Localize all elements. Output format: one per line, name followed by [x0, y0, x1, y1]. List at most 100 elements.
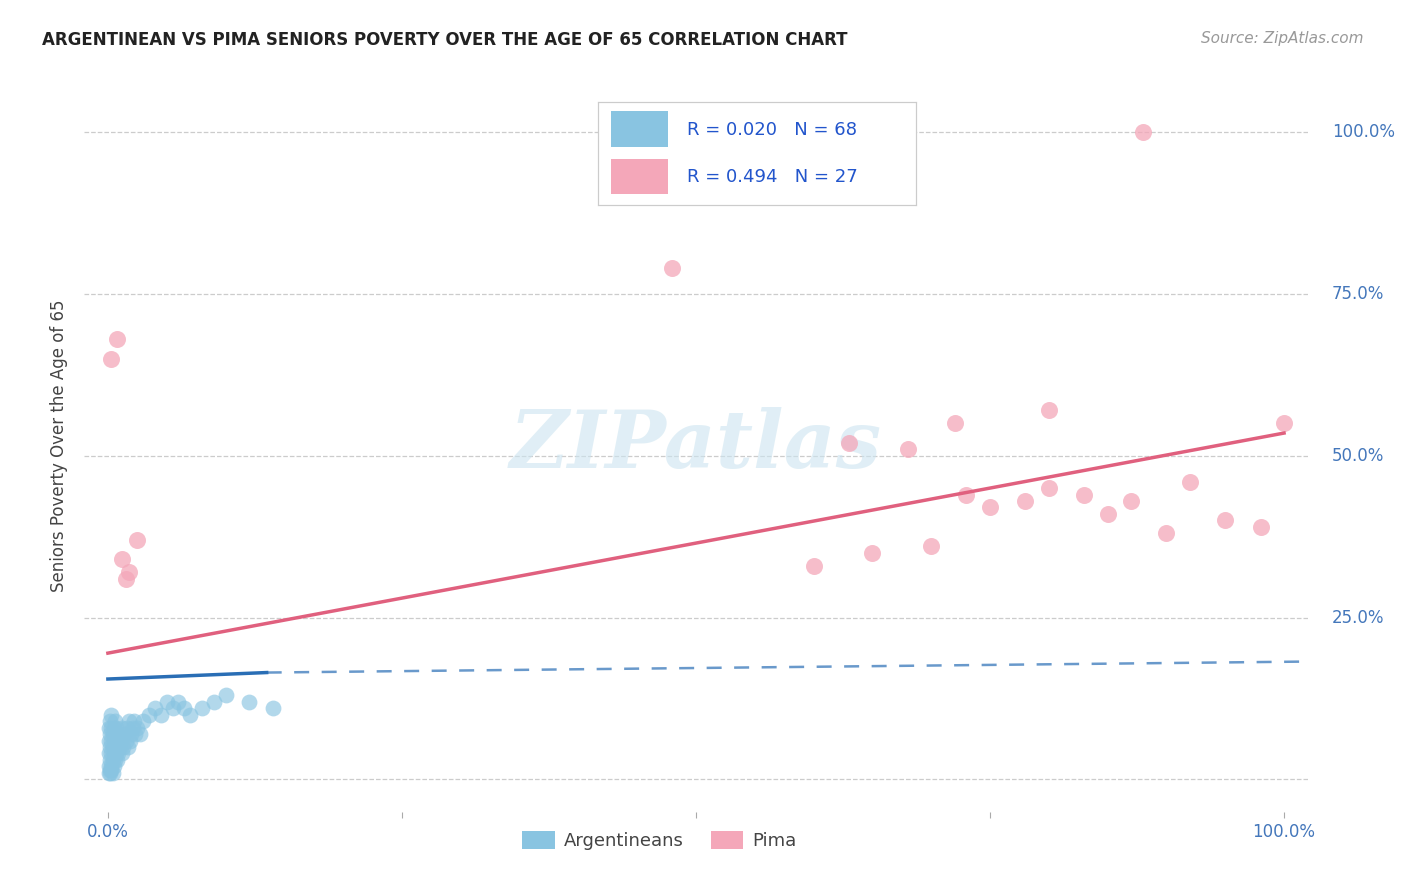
- Point: [100, 707, 122, 722]
- Point: [979, 500, 1001, 515]
- Point: [162, 701, 184, 715]
- Point: [112, 739, 135, 754]
- Point: [1073, 487, 1095, 501]
- Point: [114, 733, 136, 747]
- Point: [98, 739, 121, 754]
- Text: ARGENTINEAN VS PIMA SENIORS POVERTY OVER THE AGE OF 65 CORRELATION CHART: ARGENTINEAN VS PIMA SENIORS POVERTY OVER…: [42, 31, 848, 49]
- Text: Source: ZipAtlas.com: Source: ZipAtlas.com: [1201, 31, 1364, 46]
- Text: ZIPatlas: ZIPatlas: [510, 408, 882, 484]
- Point: [105, 721, 128, 735]
- Point: [661, 260, 683, 275]
- Point: [1097, 507, 1119, 521]
- Point: [115, 721, 138, 735]
- Point: [100, 747, 122, 761]
- Point: [105, 733, 128, 747]
- Point: [120, 727, 142, 741]
- Point: [100, 351, 122, 366]
- Point: [111, 721, 134, 735]
- Point: [191, 701, 214, 715]
- Point: [121, 721, 143, 735]
- Point: [214, 688, 236, 702]
- Point: [1178, 475, 1201, 489]
- Point: [1014, 494, 1036, 508]
- Point: [897, 442, 920, 457]
- Point: [104, 753, 127, 767]
- Point: [1038, 403, 1060, 417]
- Point: [167, 695, 190, 709]
- Point: [104, 714, 127, 728]
- Point: [103, 721, 125, 735]
- Point: [1121, 494, 1143, 508]
- Point: [179, 707, 201, 722]
- Point: [124, 727, 146, 741]
- Point: [101, 727, 124, 741]
- Point: [107, 733, 129, 747]
- Point: [101, 765, 124, 780]
- Text: 50.0%: 50.0%: [1331, 447, 1385, 465]
- Point: [100, 763, 122, 777]
- Point: [955, 487, 977, 501]
- Legend: Argentineans, Pima: Argentineans, Pima: [515, 823, 804, 857]
- Point: [1250, 520, 1272, 534]
- Text: 75.0%: 75.0%: [1331, 285, 1385, 303]
- Point: [138, 707, 160, 722]
- Point: [98, 763, 121, 777]
- Point: [98, 759, 121, 773]
- Point: [117, 739, 139, 754]
- Point: [98, 714, 121, 728]
- Point: [105, 747, 128, 761]
- Point: [98, 765, 121, 780]
- Point: [1272, 417, 1295, 431]
- Point: [104, 739, 127, 754]
- Point: [127, 533, 149, 547]
- Point: [120, 733, 142, 747]
- Point: [101, 739, 124, 754]
- Point: [860, 546, 883, 560]
- Point: [108, 727, 131, 741]
- Point: [98, 765, 121, 780]
- Point: [114, 572, 136, 586]
- Point: [149, 707, 172, 722]
- Point: [110, 733, 132, 747]
- Point: [111, 552, 134, 566]
- Point: [202, 695, 225, 709]
- Point: [107, 747, 129, 761]
- Point: [100, 733, 122, 747]
- Point: [98, 733, 121, 747]
- Point: [156, 695, 179, 709]
- Point: [105, 727, 128, 741]
- Point: [111, 747, 134, 761]
- Point: [173, 701, 195, 715]
- Point: [1038, 481, 1060, 495]
- Point: [105, 753, 128, 767]
- Point: [122, 714, 145, 728]
- Point: [920, 539, 942, 553]
- Point: [98, 747, 121, 761]
- Point: [143, 701, 166, 715]
- Point: [98, 753, 121, 767]
- Point: [101, 753, 124, 767]
- Point: [838, 435, 860, 450]
- Point: [803, 558, 825, 573]
- Point: [132, 714, 155, 728]
- Point: [238, 695, 260, 709]
- Point: [262, 701, 284, 715]
- Point: [98, 721, 121, 735]
- Point: [1156, 526, 1178, 541]
- Point: [105, 332, 128, 346]
- Y-axis label: Seniors Poverty Over the Age of 65: Seniors Poverty Over the Age of 65: [51, 300, 69, 592]
- Point: [112, 727, 135, 741]
- Point: [128, 727, 150, 741]
- Point: [103, 747, 125, 761]
- Point: [1213, 513, 1236, 527]
- Point: [118, 566, 141, 580]
- Point: [108, 739, 131, 754]
- Point: [103, 733, 125, 747]
- Point: [100, 721, 122, 735]
- Point: [943, 417, 966, 431]
- Point: [105, 739, 128, 754]
- Text: 25.0%: 25.0%: [1331, 608, 1385, 626]
- Point: [127, 721, 149, 735]
- Point: [118, 714, 141, 728]
- Text: 100.0%: 100.0%: [1331, 123, 1395, 141]
